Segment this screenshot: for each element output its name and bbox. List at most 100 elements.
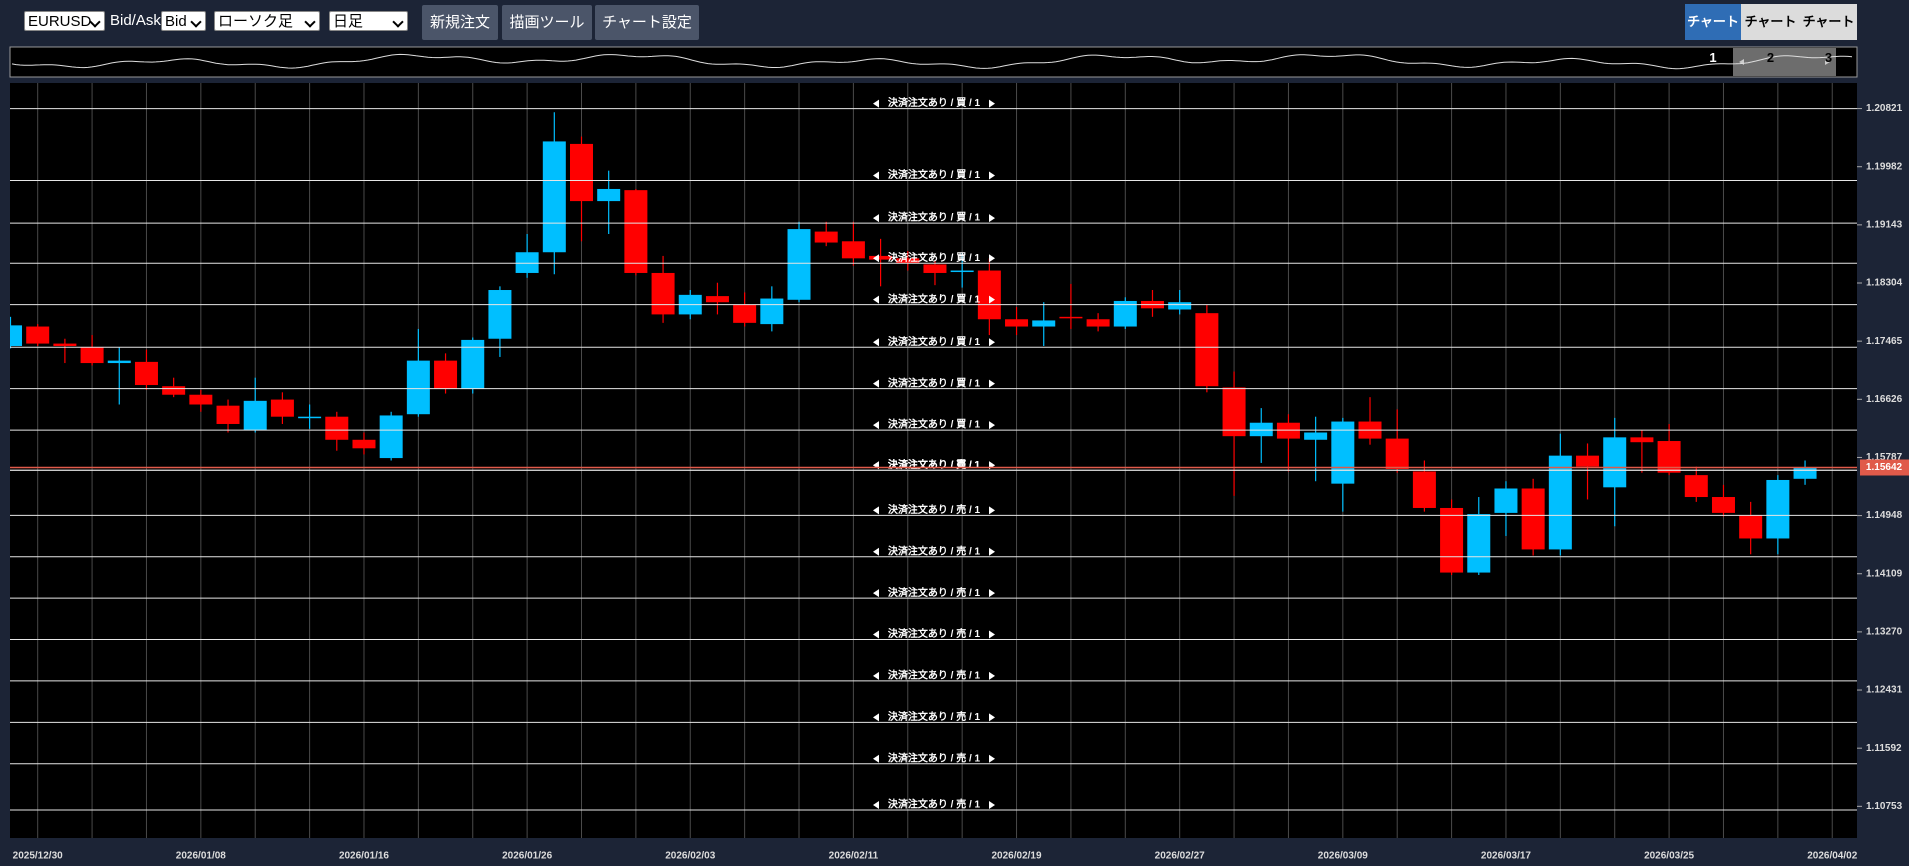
order-label: 決済注文あり / 売 / 1 [888,669,981,682]
candle-body [1440,507,1464,573]
candle-body [80,347,104,364]
order-label: 決済注文あり / 売 / 1 [888,627,981,640]
navigator-arrow[interactable] [1825,59,1830,65]
candle-body [10,325,23,347]
timeframe-select[interactable]: 日足 [329,11,408,31]
new-order-button[interactable]: 新規注文 [422,5,498,40]
candle-body [841,241,865,259]
order-label: 決済注文あり / 買 / 1 [888,168,981,181]
order-arrow [989,801,995,810]
candle-body [1630,437,1654,443]
candle-body [1249,422,1273,437]
x-tick-label: 2026/01/08 [176,851,226,862]
orders: 決済注文あり / 買 / 1 決済注文あり / 買 / 1 決済注文あり / 買 /… [10,96,1857,811]
order-arrow [873,214,879,223]
candle-body [53,343,77,347]
order-arrow [989,547,995,556]
candle-body [977,270,1001,320]
order-arrow [989,379,995,388]
order-arrow [873,295,879,304]
candle-body [243,400,267,431]
order-arrow [873,254,879,263]
candle-body [1467,514,1491,573]
order-arrow [873,589,879,598]
chart-tab[interactable]: チャート1 [1685,4,1741,65]
y-tick-label: 1.11592 [1866,743,1902,754]
x-tick-label: 2026/02/11 [829,851,879,862]
y-tick-label: 1.19143 [1866,220,1903,231]
order-label: 決済注文あり / 買 / 1 [888,211,981,224]
order-arrow [989,713,995,722]
candle-body [352,439,376,449]
candle-body [1603,437,1627,488]
candle-body [1494,488,1518,513]
x-tick-label: 2026/03/17 [1481,851,1531,862]
candle-body [216,405,240,424]
order-arrow [989,506,995,515]
candle-body [1684,475,1708,498]
candle-body [1576,455,1600,467]
order-arrow [873,379,879,388]
candles [10,112,1817,575]
y-tick-label: 1.20821 [1866,103,1903,114]
chart-tab[interactable]: チャート2 [1741,4,1800,65]
candle-body [325,416,349,440]
x-tick-label: 2026/01/26 [502,851,552,862]
order-arrow [873,671,879,680]
candle-body [379,415,403,459]
candle-body [1222,387,1246,437]
order-arrow [873,630,879,639]
order-arrow [989,754,995,763]
symbol-select[interactable]: EURUSD [24,11,105,31]
order-arrow [873,421,879,430]
candle-body [597,188,621,202]
candle-body [1113,300,1137,327]
order-arrow [989,589,995,598]
drawing-tool-button[interactable]: 描画ツール [502,5,592,40]
order-arrow [873,506,879,515]
candle-body [733,304,757,323]
order-label: 決済注文あり / 売 / 1 [888,586,981,599]
chart-style-select[interactable]: ローソク足 [214,11,320,31]
candle-body [107,360,131,364]
candle-body [134,361,158,386]
order-label: 決済注文あり / 買 / 1 [888,376,981,389]
order-arrow [873,338,879,347]
candle-body [1548,455,1572,550]
x-tick-label: 2026/01/16 [339,851,389,862]
y-tick-label: 1.14109 [1866,568,1903,579]
candle-body [570,143,593,202]
candle-body [461,339,485,389]
candle-body [1331,421,1355,484]
navigator[interactable] [9,46,1858,78]
candle-body [1086,319,1110,327]
candle-body [1059,316,1083,319]
chart-tab[interactable]: チャート3 [1800,4,1857,65]
x-tick-label: 2026/02/03 [665,851,715,862]
order-label: 決済注文あり / 買 / 1 [888,292,981,305]
order-arrow [989,171,995,180]
y-tick-label: 1.10753 [1866,801,1903,812]
y-tick-label: 1.16626 [1866,394,1903,405]
y-tick-label: 1.18304 [1866,278,1903,289]
y-tick-label: 1.12431 [1866,685,1903,696]
bid-ask-label: Bid/Ask [110,12,161,29]
y-tick-label: 1.13270 [1866,627,1903,638]
candle-body [270,399,294,417]
x-tick-label: 2026/03/09 [1318,851,1368,862]
candle-body [406,360,430,415]
candle-body [1168,302,1192,310]
order-arrow [989,421,995,430]
order-arrow [873,547,879,556]
candle-body [896,258,920,264]
bid-ask-select[interactable]: Bid [161,11,206,31]
candle-body [434,360,458,389]
candle-body [1711,497,1735,513]
chart-settings-button[interactable]: チャート設定 [595,5,699,40]
candle-body [1521,488,1545,550]
candle-body [787,229,811,300]
navigator-window[interactable] [1733,48,1836,76]
candle-body [624,190,648,273]
